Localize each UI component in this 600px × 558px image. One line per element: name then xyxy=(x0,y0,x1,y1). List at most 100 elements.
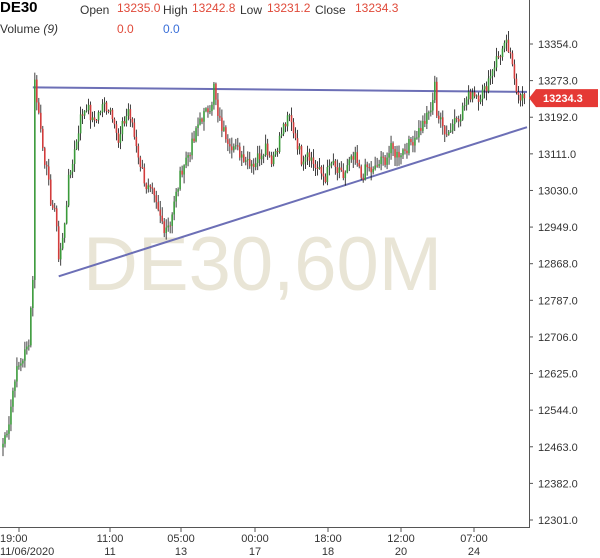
candle-up xyxy=(75,141,78,150)
candle-up xyxy=(487,78,490,92)
candle-down xyxy=(141,166,144,168)
candle-down xyxy=(384,157,386,165)
candle-down xyxy=(294,133,297,139)
candle-down xyxy=(497,56,500,58)
volume-value-1: 0.0 xyxy=(117,22,134,36)
candle-up xyxy=(463,105,466,107)
candle-up xyxy=(103,102,106,105)
candle-down xyxy=(113,119,116,125)
candle-up xyxy=(495,56,498,68)
candle-up xyxy=(73,149,76,164)
y-tick-label: 12544.0 xyxy=(538,405,578,417)
candle-down xyxy=(320,166,323,174)
candle-up xyxy=(61,237,64,249)
candle-up xyxy=(280,133,283,136)
candle-down xyxy=(242,154,245,162)
candle-up xyxy=(372,168,374,173)
candle-up xyxy=(167,225,169,228)
y-tick-label: 12463.0 xyxy=(538,442,578,454)
candle-down xyxy=(513,64,516,79)
candle-down xyxy=(424,120,426,124)
candle-down xyxy=(352,156,355,160)
candle-up xyxy=(173,201,175,215)
candle-down xyxy=(314,164,317,169)
candle-up xyxy=(119,134,122,143)
candle-down xyxy=(342,170,345,179)
candle-down xyxy=(117,132,120,143)
candle-down xyxy=(207,108,209,113)
candle-up xyxy=(449,130,452,132)
candle-up xyxy=(85,110,88,112)
candle-up xyxy=(34,79,36,280)
candle-up xyxy=(400,155,402,158)
candle-up xyxy=(99,111,102,113)
volume-label: Volume xyxy=(0,22,41,36)
candle-up xyxy=(414,137,416,146)
chart-watermark: DE30,60M xyxy=(83,222,442,307)
candle-up xyxy=(191,138,193,156)
x-tick-time: 12:00 xyxy=(387,533,415,545)
candle-down xyxy=(143,167,146,184)
y-tick-label: 12949.0 xyxy=(538,222,578,234)
candle-down xyxy=(455,117,458,119)
x-tick-time: 00:00 xyxy=(241,533,269,545)
candle-down xyxy=(151,187,154,189)
candle-up xyxy=(422,120,424,131)
candle-down xyxy=(404,149,406,151)
x-tick-time: 19:00 xyxy=(0,533,28,545)
y-tick-label: 13111.0 xyxy=(538,149,576,161)
candle-up xyxy=(175,191,177,202)
candle-up xyxy=(402,149,404,156)
candle-up xyxy=(272,154,275,165)
candle-up xyxy=(30,308,32,346)
candle-up xyxy=(195,128,197,142)
open-value: 13235.0 xyxy=(117,1,161,15)
candle-down xyxy=(410,139,412,143)
candle-down xyxy=(137,146,140,158)
candle-up xyxy=(26,346,28,350)
close-value: 13234.3 xyxy=(355,1,399,15)
high-value: 13242.8 xyxy=(192,1,236,15)
candle-up xyxy=(183,165,185,175)
candle-down xyxy=(219,115,221,118)
candle-down xyxy=(420,128,422,131)
candle-up xyxy=(418,128,420,138)
candle-up xyxy=(262,155,265,157)
y-tick-label: 13354.0 xyxy=(538,39,578,51)
candle-up xyxy=(453,117,456,124)
candle-up xyxy=(288,115,291,117)
candle-up xyxy=(125,115,128,124)
x-tick-time: 18:00 xyxy=(314,533,342,545)
candle-up xyxy=(260,155,263,160)
candle-down xyxy=(258,153,261,160)
candle-down xyxy=(47,166,50,180)
x-tick-date: 17 xyxy=(249,546,261,558)
y-tick-label: 12382.0 xyxy=(538,478,578,490)
low-value: 13231.2 xyxy=(267,1,311,15)
candle-up xyxy=(211,104,213,112)
candle-down xyxy=(340,167,343,171)
candle-down xyxy=(139,157,142,167)
candle-down xyxy=(457,118,460,122)
candle-up xyxy=(505,39,508,43)
x-tick-time: 05:00 xyxy=(167,533,195,545)
candle-up xyxy=(432,100,434,111)
candle-down xyxy=(438,115,440,120)
candle-down xyxy=(515,78,518,93)
candle-up xyxy=(481,89,484,100)
candle-up xyxy=(254,163,257,167)
x-tick-date: 11 xyxy=(104,546,115,558)
candle-down xyxy=(252,163,255,167)
price-tag-label: 13234.3 xyxy=(543,93,583,105)
candle-up xyxy=(65,205,68,224)
candle-up xyxy=(8,424,10,434)
candle-up xyxy=(459,119,462,122)
candle-up xyxy=(310,157,313,161)
candle-up xyxy=(16,366,18,382)
candle-down xyxy=(509,51,512,54)
candle-up xyxy=(69,171,72,175)
candle-up xyxy=(18,365,20,367)
candle-up xyxy=(12,390,14,407)
candle-down xyxy=(159,209,162,216)
